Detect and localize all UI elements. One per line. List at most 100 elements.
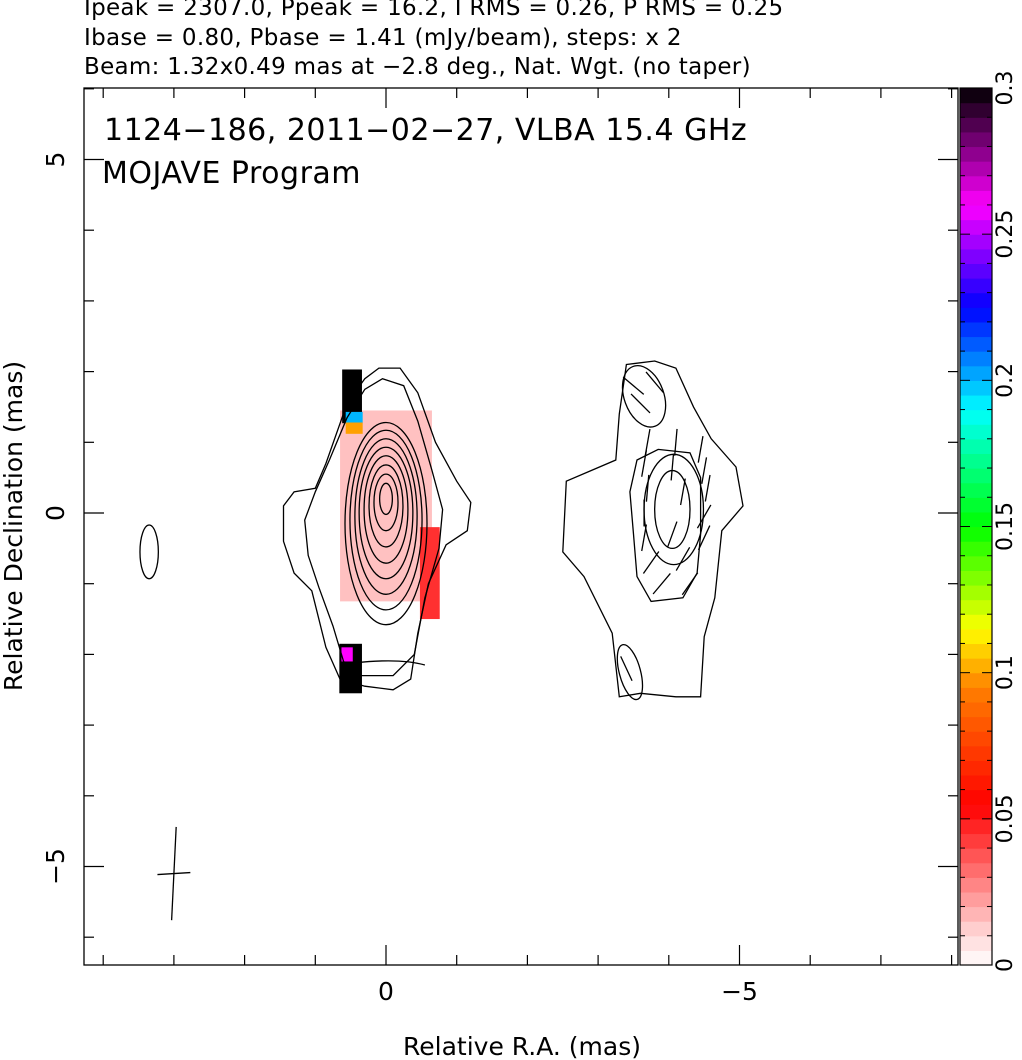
header-line-1: Ipeak = 2307.0, Ppeak = 16.2, I RMS = 0.… — [84, 0, 784, 21]
colorbar-cell — [960, 760, 992, 776]
colorbar-cell — [960, 394, 992, 411]
colorbar-cell — [960, 175, 992, 191]
core-contour-7 — [344, 421, 428, 626]
colorbar-cell — [960, 877, 992, 893]
evpa-tick-0 — [622, 376, 645, 395]
x-tick-label: 0 — [378, 977, 394, 1006]
colorbar-tick-labels: 0 0.05 0.1 0.15 0.2 0.25 0.3 — [993, 71, 1018, 973]
colorbar-cell — [960, 731, 992, 747]
colorbar-cell — [960, 453, 992, 469]
core-contour-4 — [358, 446, 414, 580]
pol-patch-6 — [341, 647, 353, 662]
contour-layer — [139, 360, 744, 701]
evpa-tick-10 — [679, 478, 686, 506]
y-tick-label: −5 — [41, 848, 70, 885]
colorbar-cell — [960, 555, 992, 571]
y-tick-label: 5 — [41, 152, 70, 168]
colorbar-cell — [960, 482, 992, 498]
core-contour-3 — [363, 455, 409, 564]
colorbar-cell — [960, 570, 992, 586]
colorbar-cell — [960, 321, 992, 338]
evpa-tick-5 — [697, 436, 704, 463]
colorbar-cell — [960, 409, 992, 425]
colorbar-cell — [960, 804, 992, 820]
core-contour-0 — [378, 482, 394, 516]
beam-marker — [157, 826, 191, 921]
colorbar-cell — [960, 161, 992, 177]
evpa-tick-4 — [674, 428, 678, 456]
colorbar-cell — [960, 117, 992, 133]
colorbar-cell — [960, 584, 992, 601]
y-axis-label: Relative Declination (mas) — [0, 361, 28, 691]
colorbar-cell — [960, 131, 992, 148]
chart-title: 1124−186, 2011−02−27, VLBA 15.4 GHz — [104, 113, 747, 148]
colorbar-cell — [960, 526, 992, 542]
colorbar-cell — [960, 204, 992, 221]
colorbar-cell — [960, 891, 992, 908]
evpa-tick-1 — [645, 371, 664, 393]
colorbar-cell — [960, 307, 992, 323]
evpa-tick-7 — [670, 453, 675, 481]
evpa-tick-6 — [641, 450, 648, 477]
colorbar-cell — [960, 248, 992, 264]
evpa-tick-13 — [696, 504, 712, 529]
colorbar-tick-label: 0.1 — [993, 655, 1018, 690]
jet-contour-outer — [562, 360, 744, 698]
evpa-tick-16 — [697, 525, 711, 551]
colorbar-cell — [960, 263, 992, 279]
colorbar-cell — [960, 716, 992, 732]
x-axis-label: Relative R.A. (mas) — [403, 1032, 641, 1060]
colorbar-cell — [960, 906, 992, 922]
core-contour-5 — [354, 438, 418, 595]
jet-contour-knot-north — [621, 365, 667, 428]
colorbar-cell — [960, 848, 992, 864]
evpa-tick-18 — [675, 546, 691, 571]
core-contour-outer — [282, 367, 472, 691]
core-contour-6 — [349, 429, 423, 611]
colorbar-cell — [960, 351, 992, 367]
x-tick-labels: 0 −5 — [378, 977, 758, 1006]
colorbar-cell — [960, 614, 992, 630]
jet-contour-knot-south — [616, 643, 644, 701]
colorbar-cell — [960, 774, 992, 791]
colorbar-cell — [960, 687, 992, 703]
colorbar-cell — [960, 935, 992, 951]
colorbar-tick-label: 0.2 — [993, 363, 1018, 398]
core-contour-1 — [373, 473, 399, 532]
y-tick-labels: −5 0 5 — [41, 152, 70, 885]
colorbar-cell — [960, 658, 992, 674]
evpa-tick-15 — [667, 521, 678, 548]
colorbar-cell — [960, 380, 992, 396]
colorbar-cell — [960, 921, 992, 937]
colorbar-cell — [960, 88, 992, 104]
colorbar-cell — [960, 950, 992, 966]
colorbar-cell — [960, 862, 992, 878]
colorbar-cell — [960, 789, 992, 805]
colorbar-tick-label: 0.3 — [993, 71, 1018, 106]
evpa-tick-21 — [620, 656, 633, 681]
evpa-tick-20 — [681, 572, 699, 596]
core-contour-2 — [368, 464, 404, 548]
colorbar-cell — [960, 234, 992, 250]
colorbar-cell — [960, 146, 992, 162]
colorbar-tick-label: 0.05 — [993, 794, 1018, 843]
colorbar-cell — [960, 424, 992, 440]
colorbar-cell — [960, 541, 992, 557]
colorbar-cell — [960, 833, 992, 849]
evpa-tick-2 — [630, 393, 651, 414]
evpa-tick-8 — [701, 457, 708, 484]
colorbar-tick-label: 0.15 — [993, 502, 1018, 551]
colorbar-cell — [960, 468, 992, 484]
colorbar — [959, 87, 993, 966]
colorbar-cell — [960, 497, 992, 513]
jet-contour-3 — [629, 448, 702, 603]
colorbar-tick-label: 0 — [993, 958, 1018, 972]
colorbar-cell — [960, 672, 992, 688]
colorbar-cell — [960, 745, 992, 761]
colorbar-cell — [960, 818, 992, 835]
isolated-contour — [139, 524, 159, 580]
colorbar-cell — [960, 599, 992, 615]
y-tick-label: 0 — [41, 505, 70, 521]
colorbar-cell — [960, 278, 992, 294]
header-line-2: Ibase = 0.80, Pbase = 1.41 (mJy/beam), s… — [84, 25, 682, 51]
